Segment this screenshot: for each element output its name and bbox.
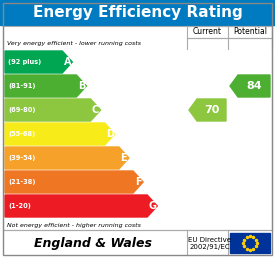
Bar xyxy=(230,233,270,253)
Text: G: G xyxy=(148,201,156,211)
Text: (92 plus): (92 plus) xyxy=(8,59,41,65)
Bar xyxy=(3,2,272,230)
Polygon shape xyxy=(5,75,86,97)
Text: England & Wales: England & Wales xyxy=(34,237,153,249)
Text: (1-20): (1-20) xyxy=(8,203,31,209)
Text: F: F xyxy=(135,177,141,187)
Text: 70: 70 xyxy=(204,105,219,115)
Text: C: C xyxy=(92,105,99,115)
Polygon shape xyxy=(5,195,157,217)
Text: B: B xyxy=(78,81,85,91)
Polygon shape xyxy=(5,51,72,73)
Polygon shape xyxy=(5,171,143,193)
Text: Current: Current xyxy=(193,28,222,36)
Text: (69-80): (69-80) xyxy=(8,107,35,113)
Polygon shape xyxy=(230,75,270,97)
Text: E: E xyxy=(120,153,127,163)
Text: (81-91): (81-91) xyxy=(8,83,35,89)
Polygon shape xyxy=(5,99,101,121)
Text: 84: 84 xyxy=(246,81,262,91)
Text: (21-38): (21-38) xyxy=(8,179,35,185)
Text: Potential: Potential xyxy=(233,28,267,36)
Bar xyxy=(0,0,275,25)
Text: Energy Efficiency Rating: Energy Efficiency Rating xyxy=(33,5,242,20)
Polygon shape xyxy=(5,123,115,145)
Text: (55-68): (55-68) xyxy=(8,131,35,137)
Polygon shape xyxy=(5,147,129,169)
Text: (39-54): (39-54) xyxy=(8,155,35,161)
Text: A: A xyxy=(64,57,71,67)
Polygon shape xyxy=(189,99,226,121)
Text: Very energy efficient - lower running costs: Very energy efficient - lower running co… xyxy=(7,41,141,45)
Text: EU Directive
2002/91/EC: EU Directive 2002/91/EC xyxy=(188,237,231,249)
Text: Not energy efficient - higher running costs: Not energy efficient - higher running co… xyxy=(7,222,141,228)
Text: D: D xyxy=(106,129,114,139)
